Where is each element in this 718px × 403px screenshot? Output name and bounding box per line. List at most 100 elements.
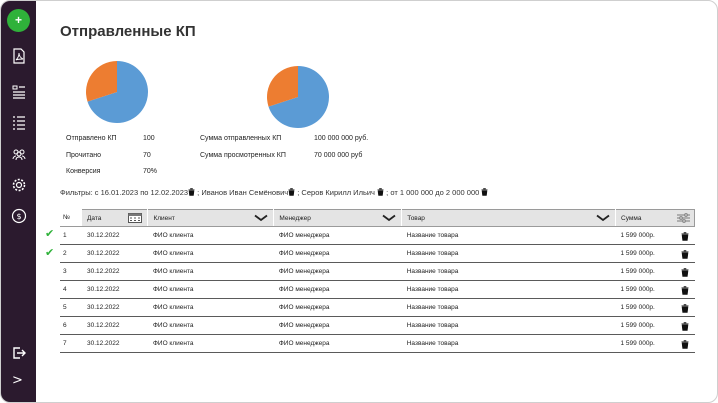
stat-read-value: 70 xyxy=(143,152,151,159)
add-button[interactable]: + xyxy=(7,9,30,32)
column-header-product[interactable]: Товар xyxy=(401,209,617,227)
gear-icon[interactable] xyxy=(8,174,29,195)
viewed-sum-pie-chart xyxy=(267,66,329,128)
pie-slice-2 xyxy=(267,66,298,107)
delete-row-icon[interactable] xyxy=(681,286,689,297)
trash-icon[interactable] xyxy=(288,188,295,198)
chevron-down-icon[interactable] xyxy=(596,214,610,224)
cell-product: Название товара xyxy=(401,244,616,263)
cell-sum: 1 599 000р. xyxy=(615,280,695,299)
cell-date: 30.12.2022 xyxy=(81,226,148,245)
cell-client: ФИО клиента xyxy=(147,244,274,263)
cell-sum: 1 599 000р. xyxy=(615,262,695,281)
cell-client: ФИО клиента xyxy=(147,280,274,299)
cell-sum: 1 599 000р. xyxy=(615,316,695,335)
cell-sum: 1 599 000р. xyxy=(615,226,695,245)
cell-sum-value: 1 599 000р. xyxy=(620,340,655,347)
cell-manager: ФИО менеджера xyxy=(273,334,402,353)
column-header-date[interactable]: Дата xyxy=(81,209,149,227)
stat-viewed-sum-label: Сумма просмотренных КП xyxy=(200,152,286,159)
filter-date-range: Фильтры: с 16.01.2023 по 12.02.2023 xyxy=(60,188,189,197)
cell-sum-value: 1 599 000р. xyxy=(620,304,655,311)
stat-sent-sum-value: 100 000 000 руб. xyxy=(314,135,369,142)
chevron-down-icon[interactable] xyxy=(382,214,396,224)
catalog-icon[interactable] xyxy=(8,81,29,102)
cell-manager: ФИО менеджера xyxy=(273,316,402,335)
chevron-down-icon[interactable] xyxy=(254,214,268,224)
sent-pie-chart xyxy=(86,61,148,123)
cell-client: ФИО клиента xyxy=(147,262,274,281)
cell-date: 30.12.2022 xyxy=(81,334,148,353)
cell-number: 1 xyxy=(60,226,82,245)
cell-manager: ФИО менеджера xyxy=(273,280,402,299)
proposals-table: № Дата Клиент Менеджер Товар xyxy=(60,209,695,353)
pie-slice-2 xyxy=(86,61,117,102)
cell-sum: 1 599 000р. xyxy=(615,298,695,317)
sidebar: + $ > xyxy=(1,1,36,402)
stat-sent-value: 100 xyxy=(143,135,155,142)
checkmark-icon: ✔ xyxy=(45,246,55,259)
pie-slice-1 xyxy=(268,66,329,128)
cell-manager: ФИО менеджера xyxy=(273,262,402,281)
column-header-client[interactable]: Клиент xyxy=(147,209,275,227)
cell-sum-value: 1 599 000р. xyxy=(620,322,655,329)
page-title: Отправленные КП xyxy=(60,23,196,40)
delete-row-icon[interactable] xyxy=(681,250,689,261)
logout-icon[interactable] xyxy=(8,342,29,363)
delete-row-icon[interactable] xyxy=(681,232,689,243)
pie-slice-1 xyxy=(87,61,148,123)
cell-date: 30.12.2022 xyxy=(81,280,148,299)
filter-settings-icon[interactable] xyxy=(677,213,690,225)
expand-sidebar-button[interactable]: > xyxy=(12,373,23,388)
table-row[interactable]: 6 30.12.2022 ФИО клиента ФИО менеджера Назва… xyxy=(60,316,695,335)
table-row[interactable]: 4 30.12.2022 ФИО клиента ФИО менеджера Назва… xyxy=(60,280,695,299)
cell-number: 2 xyxy=(60,244,82,263)
filters-bar: Фильтры: с 16.01.2023 по 12.02.2023 ; Ив… xyxy=(60,188,488,198)
table-row[interactable]: 5 30.12.2022 ФИО клиента ФИО менеджера Назва… xyxy=(60,298,695,317)
delete-row-icon[interactable] xyxy=(681,322,689,333)
cell-sum-value: 1 599 000р. xyxy=(620,232,655,239)
money-icon[interactable]: $ xyxy=(8,205,29,226)
column-header-manager[interactable]: Менеджер xyxy=(273,209,403,227)
stat-sent-sum-label: Сумма отправленных КП xyxy=(200,135,282,142)
delete-row-icon[interactable] xyxy=(681,340,689,351)
table-header-row: № Дата Клиент Менеджер Товар xyxy=(60,209,695,227)
cell-sum-value: 1 599 000р. xyxy=(620,250,655,257)
column-header-sum-label: Сумма xyxy=(621,214,642,222)
column-header-sum[interactable]: Сумма xyxy=(615,209,695,227)
cell-product: Название товара xyxy=(401,316,616,335)
cell-sum: 1 599 000р. xyxy=(615,334,695,353)
table-row[interactable]: 3 30.12.2022 ФИО клиента ФИО менеджера Назва… xyxy=(60,262,695,281)
filter-manager-1: ; Иванов Иван Семёнович xyxy=(197,188,289,197)
stat-viewed-sum-value: 70 000 000 руб xyxy=(314,152,363,159)
column-header-manager-label: Менеджер xyxy=(279,214,311,222)
table-row[interactable]: 2 30.12.2022 ФИО клиента ФИО менеджера Назва… xyxy=(60,244,695,263)
cell-manager: ФИО менеджера xyxy=(273,226,402,245)
stat-conversion-label: Конверсия xyxy=(66,168,101,175)
table-row[interactable]: 7 30.12.2022 ФИО клиента ФИО менеджера Назва… xyxy=(60,334,695,353)
delete-row-icon[interactable] xyxy=(681,304,689,315)
cell-date: 30.12.2022 xyxy=(81,244,148,263)
cell-product: Название товара xyxy=(401,262,616,281)
column-header-date-label: Дата xyxy=(86,214,102,222)
cell-client: ФИО клиента xyxy=(147,298,274,317)
cell-number: 6 xyxy=(60,316,82,335)
table-row[interactable]: 1 30.12.2022 ФИО клиента ФИО менеджера Назва… xyxy=(60,226,695,245)
calendar-icon[interactable] xyxy=(128,213,143,225)
column-header-product-label: Товар xyxy=(407,214,425,222)
cell-product: Название товара xyxy=(401,226,616,245)
users-icon[interactable] xyxy=(8,143,29,164)
stat-conversion-value: 70% xyxy=(143,168,158,175)
filter-sum-range: ; от 1 000 000 до 2 000 000 xyxy=(386,188,480,197)
column-header-number: № xyxy=(60,209,82,227)
cell-date: 30.12.2022 xyxy=(81,298,148,317)
cell-client: ФИО клиента xyxy=(147,334,274,353)
cell-date: 30.12.2022 xyxy=(81,316,148,335)
trash-icon[interactable] xyxy=(481,188,488,198)
pdf-icon[interactable] xyxy=(8,45,29,66)
trash-icon[interactable] xyxy=(188,188,195,198)
list-icon[interactable] xyxy=(8,111,29,132)
delete-row-icon[interactable] xyxy=(681,268,689,279)
trash-icon[interactable] xyxy=(377,188,384,198)
